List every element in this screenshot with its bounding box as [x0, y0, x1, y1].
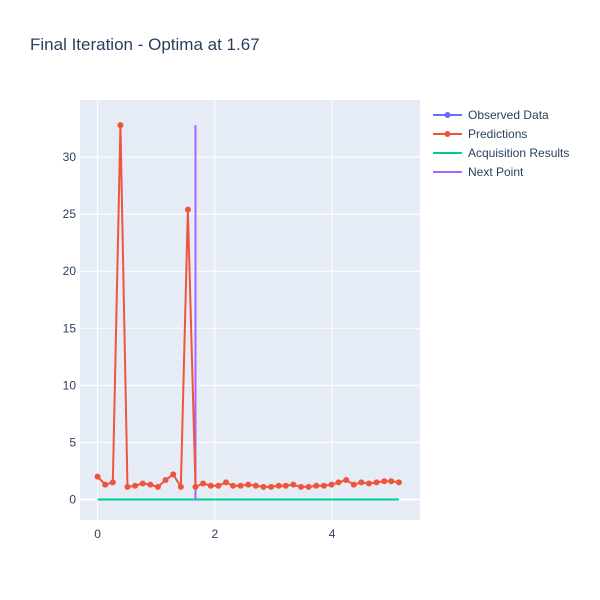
y-tick-label: 15	[63, 321, 77, 335]
predictions-point	[245, 481, 252, 488]
predictions-point	[252, 482, 259, 489]
predictions-point	[298, 483, 304, 490]
predictions-point	[230, 482, 236, 489]
predictions-point	[282, 482, 289, 489]
predictions-point	[358, 479, 365, 486]
axis-ticks: 0 2 4 0 5 10 15 20 25 30	[63, 150, 336, 541]
predictions-point	[102, 481, 109, 488]
legend-marker-predictions	[444, 131, 451, 137]
predictions-point	[200, 480, 207, 487]
predictions-point	[290, 481, 297, 488]
predictions-point	[184, 206, 191, 213]
predictions-point	[268, 483, 275, 490]
y-tick-label: 30	[63, 150, 77, 164]
predictions-point	[350, 481, 357, 488]
x-tick-label: 4	[329, 527, 336, 541]
y-tick-label: 0	[69, 492, 76, 506]
y-tick-label: 25	[63, 207, 77, 221]
predictions-point	[117, 122, 124, 129]
predictions-point	[132, 482, 139, 489]
predictions-point	[162, 477, 169, 484]
predictions-point	[366, 480, 372, 487]
predictions-point	[222, 479, 229, 486]
predictions-point	[147, 481, 154, 488]
predictions-point	[109, 479, 116, 486]
predictions-point	[328, 481, 335, 488]
legend-label-acquisition-results: Acquisition Results	[468, 146, 569, 160]
predictions-point	[335, 479, 342, 486]
plot-area	[80, 100, 420, 520]
legend-marker-observed-data	[444, 112, 451, 118]
legend-label-observed-data: Observed Data	[468, 108, 549, 122]
legend-label-next-point: Next Point	[468, 165, 524, 179]
y-tick-label: 20	[63, 264, 77, 278]
legend[interactable]: Observed Data Predictions Acquisition Resu…	[433, 108, 569, 179]
y-tick-label: 5	[69, 435, 76, 449]
predictions-point	[388, 478, 395, 485]
predictions-point	[373, 479, 380, 486]
predictions-point	[395, 479, 402, 486]
predictions-point	[207, 482, 214, 489]
predictions-point	[305, 483, 312, 490]
predictions-point	[154, 483, 161, 490]
predictions-point	[94, 473, 101, 480]
predictions-point	[260, 483, 267, 490]
predictions-point	[313, 482, 320, 489]
predictions-point	[275, 482, 282, 489]
x-tick-label: 2	[211, 527, 218, 541]
predictions-point	[170, 471, 177, 478]
predictions-point	[320, 482, 327, 489]
predictions-point	[381, 478, 388, 485]
series-layer	[94, 122, 402, 501]
predictions-point	[192, 483, 199, 490]
predictions-point	[139, 480, 146, 487]
y-tick-label: 10	[63, 378, 77, 392]
chart-title: Final Iteration - Optima at 1.67	[30, 35, 260, 54]
predictions-point	[124, 483, 131, 490]
x-tick-label: 0	[94, 527, 101, 541]
predictions-point	[237, 482, 244, 489]
predictions-point	[343, 477, 350, 484]
legend-label-predictions: Predictions	[468, 127, 527, 141]
predictions-point	[177, 483, 184, 490]
predictions-point	[215, 482, 222, 489]
